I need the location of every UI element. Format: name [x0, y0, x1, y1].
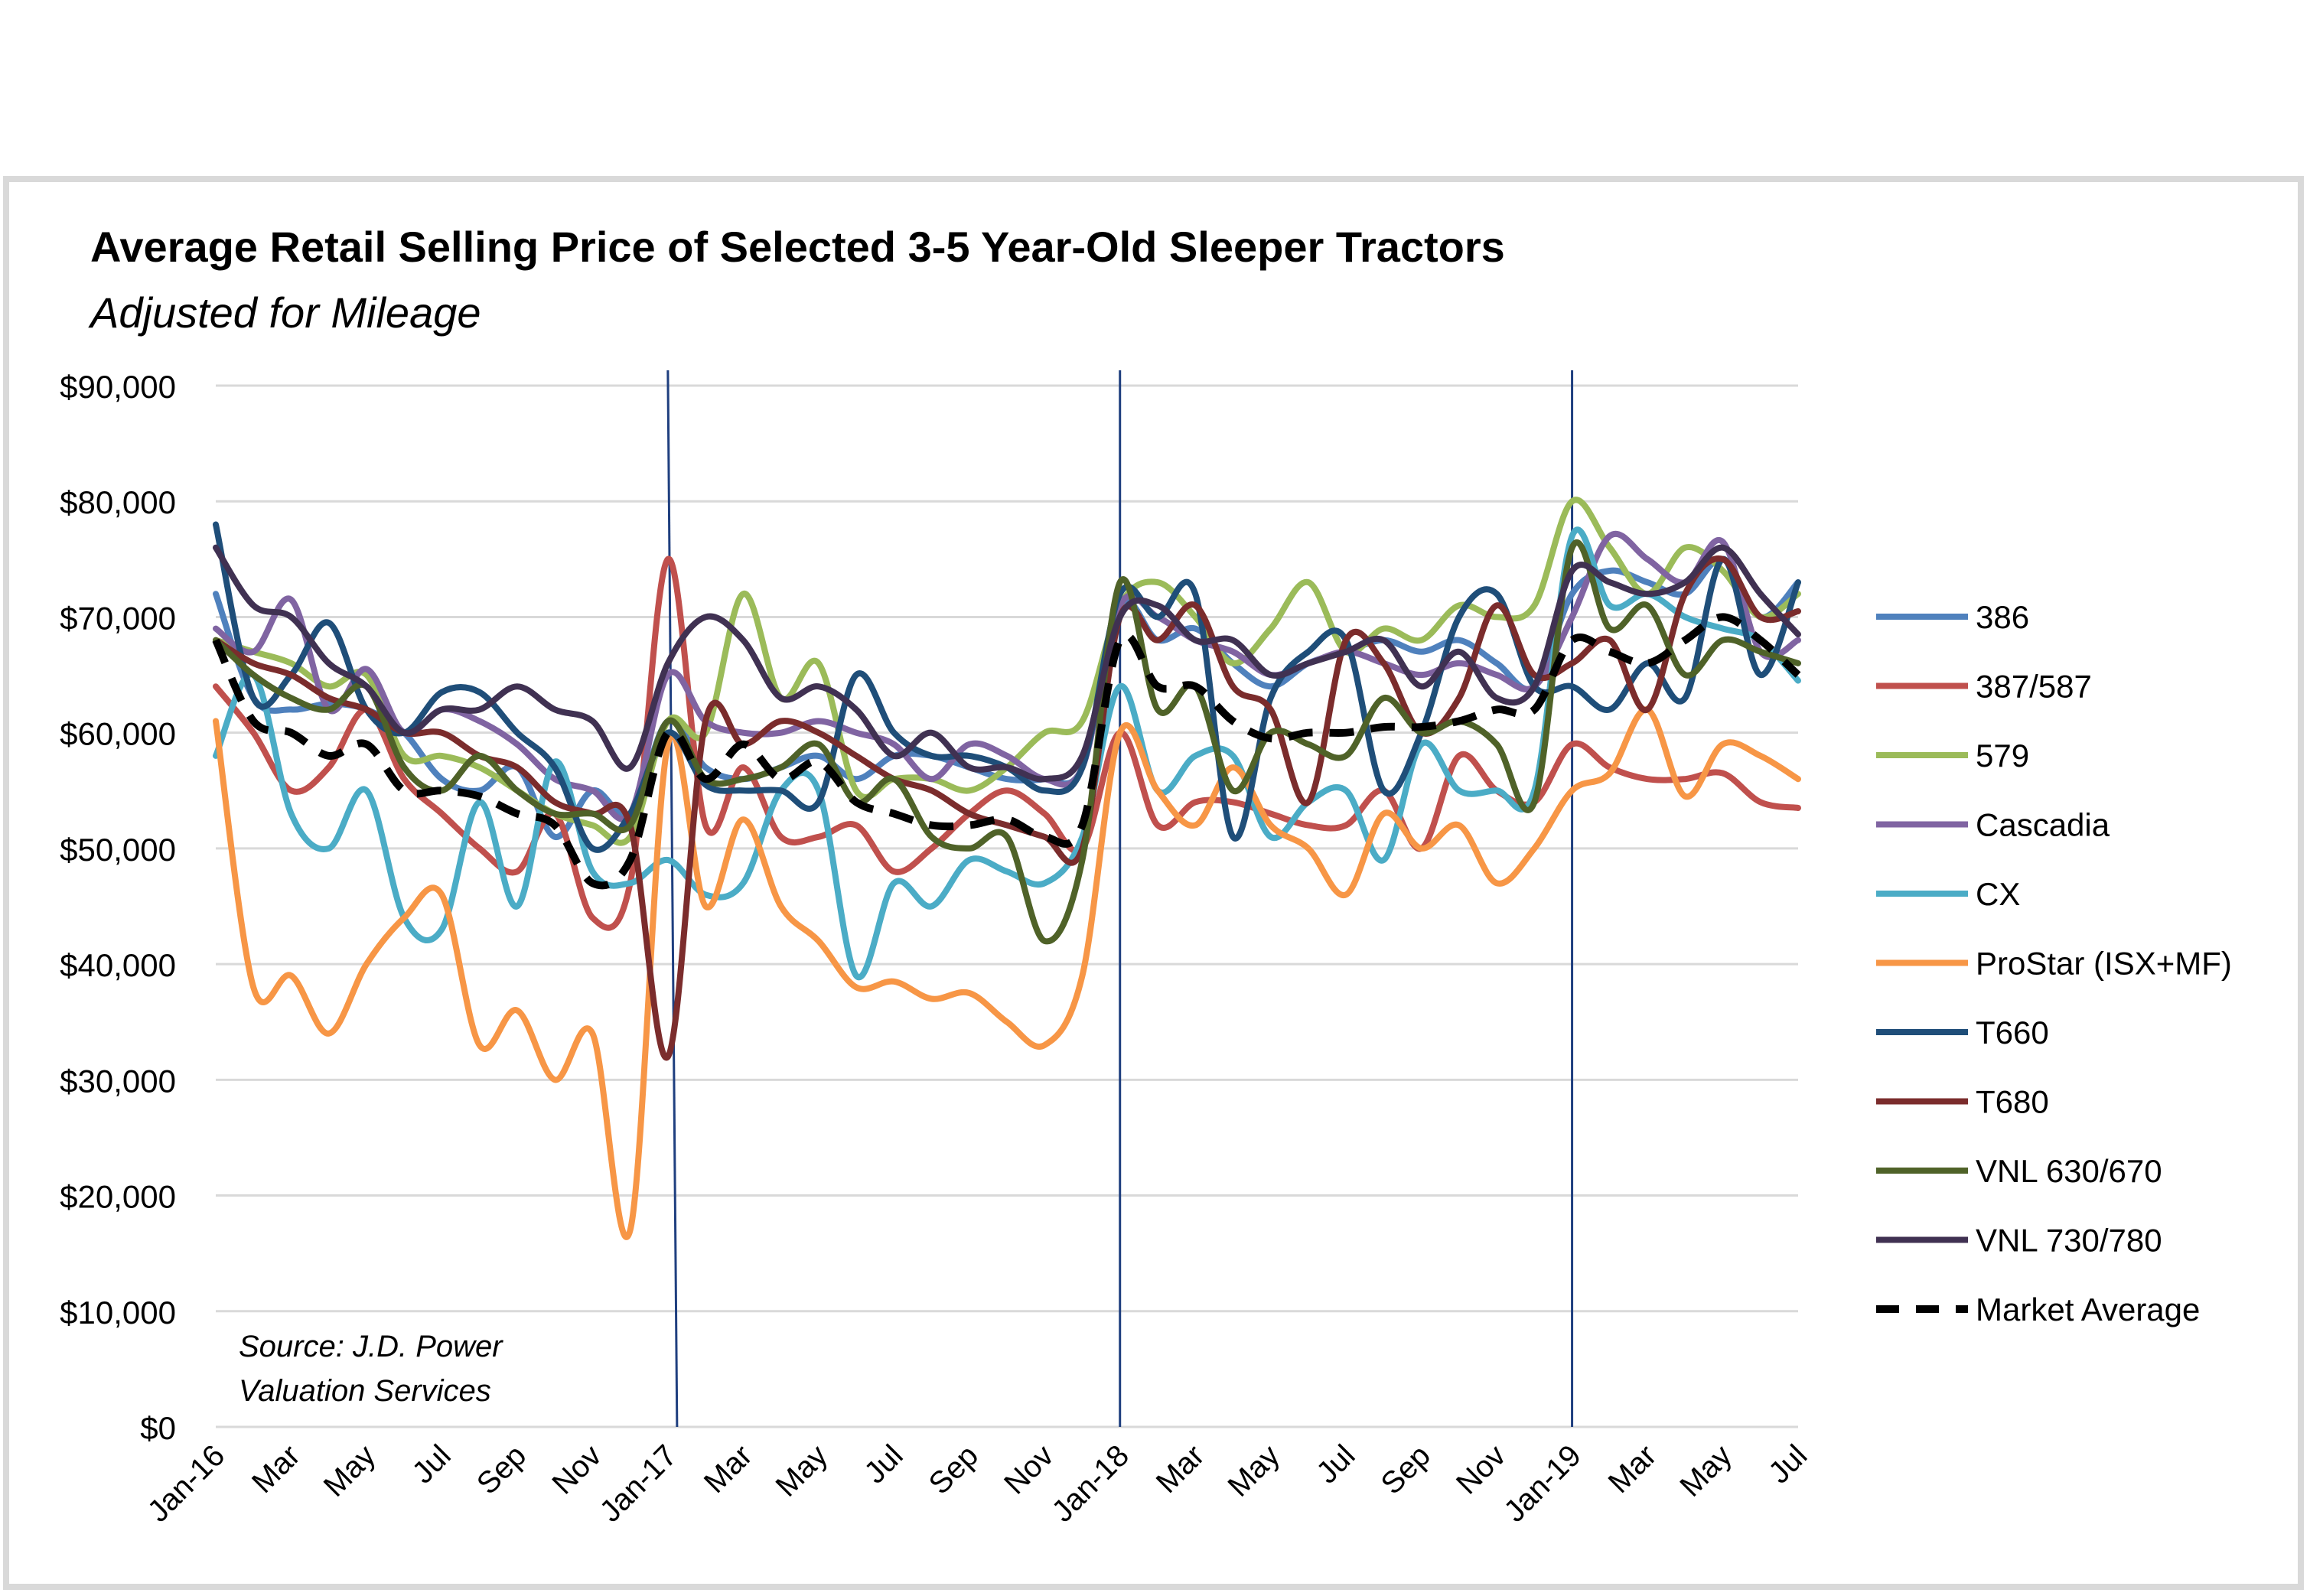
legend: 386 387/587 579 Cascadia CX ProStar (ISX+MF) T… [1876, 599, 2232, 1327]
x-tick-label: Jul [406, 1438, 458, 1490]
year-markers [666, 370, 1574, 1428]
x-tick-label: Jul [1762, 1438, 1813, 1490]
legend-label: 387/587 [1976, 669, 2092, 705]
series-line-prostar-isx-mf- [213, 706, 1801, 1240]
x-tick-label: Jan-19 [1497, 1438, 1588, 1529]
source-note-line-1: Source: J.D. Power [239, 1330, 503, 1363]
series-line-vnl-730-780 [213, 544, 1801, 783]
legend-label: Market Average [1976, 1291, 2200, 1327]
y-tick-label: $30,000 [60, 1063, 176, 1099]
y-tick-label: $60,000 [60, 716, 176, 752]
x-tick-label: Jan-16 [142, 1438, 232, 1529]
y-tick-label: $20,000 [60, 1179, 176, 1215]
x-tick-label: Mar [246, 1438, 307, 1500]
x-tick-label: Jan-18 [1045, 1438, 1135, 1529]
x-tick-label: Sep [923, 1438, 985, 1500]
x-tick-label: Jul [1310, 1438, 1361, 1490]
x-tick-label: Nov [998, 1438, 1060, 1500]
legend-label: Cascadia [1976, 807, 2110, 843]
x-tick-label: May [770, 1438, 835, 1503]
legend-label: 579 [1976, 738, 2029, 774]
x-tick-label: Mar [698, 1438, 759, 1500]
legend-label: VNL 630/670 [1976, 1153, 2162, 1189]
legend-label: 386 [1976, 599, 2029, 635]
y-tick-label: $70,000 [60, 600, 176, 636]
y-tick-label: $90,000 [60, 369, 176, 405]
legend-label: T680 [1976, 1084, 2049, 1120]
legend-label: ProStar (ISX+MF) [1976, 946, 2232, 982]
series-line-t680 [213, 555, 1801, 1061]
legend-label: CX [1976, 876, 2020, 912]
x-tick-label: Nov [1450, 1438, 1512, 1500]
x-tick-label: Sep [1375, 1438, 1437, 1500]
year-marker-line [666, 370, 679, 1428]
chart-frame: Average Retail Selling Price of Selected… [3, 176, 2304, 1590]
chart-subtitle: Adjusted for Mileage [88, 288, 481, 337]
legend-label: T660 [1976, 1015, 2049, 1050]
y-tick-label: $50,000 [60, 832, 176, 868]
y-axis-tick-labels: $0 $10,000 $20,000 $30,000 $40,000 $50,000 $60… [60, 369, 176, 1446]
y-tick-label: $10,000 [60, 1295, 176, 1331]
x-tick-label: Nov [546, 1438, 608, 1500]
source-note-line-2: Valuation Services [239, 1374, 491, 1408]
x-tick-label: Sep [471, 1438, 533, 1500]
series-lines [212, 497, 1801, 1240]
x-tick-label: May [1221, 1438, 1286, 1503]
chart-svg: Average Retail Selling Price of Selected… [60, 223, 2232, 1529]
x-tick-label: May [318, 1438, 383, 1503]
series-line-cx [213, 526, 1801, 981]
y-tick-label: $80,000 [60, 484, 176, 520]
y-tick-label: $40,000 [60, 947, 176, 983]
x-tick-label: Jul [858, 1438, 909, 1490]
x-tick-label: May [1673, 1438, 1738, 1503]
y-tick-label: $0 [140, 1410, 176, 1446]
legend-label: VNL 730/780 [1976, 1223, 2162, 1259]
x-tick-label: Mar [1150, 1438, 1211, 1500]
x-tick-label: Mar [1602, 1438, 1663, 1500]
series-line-vnl-630-670 [213, 539, 1801, 945]
chart-title: Average Retail Selling Price of Selected… [90, 223, 1505, 271]
series-line-market-average [212, 613, 1801, 890]
x-tick-label: Jan-17 [594, 1438, 684, 1529]
